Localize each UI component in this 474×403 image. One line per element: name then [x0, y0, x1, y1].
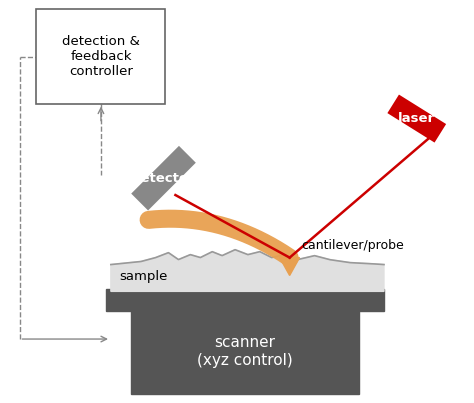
Text: scanner
(xyz control): scanner (xyz control) — [197, 335, 293, 368]
Bar — [387, 95, 446, 143]
Text: detector: detector — [132, 172, 195, 185]
Polygon shape — [111, 250, 384, 291]
Bar — [36, 9, 165, 104]
Text: cantilever/probe: cantilever/probe — [301, 239, 404, 252]
Polygon shape — [106, 289, 384, 311]
Text: detection &
feedback
controller: detection & feedback controller — [62, 35, 140, 78]
Bar — [131, 146, 196, 210]
Text: sample: sample — [119, 270, 167, 283]
Text: laser: laser — [398, 112, 435, 125]
Polygon shape — [280, 258, 300, 276]
Polygon shape — [131, 309, 359, 394]
